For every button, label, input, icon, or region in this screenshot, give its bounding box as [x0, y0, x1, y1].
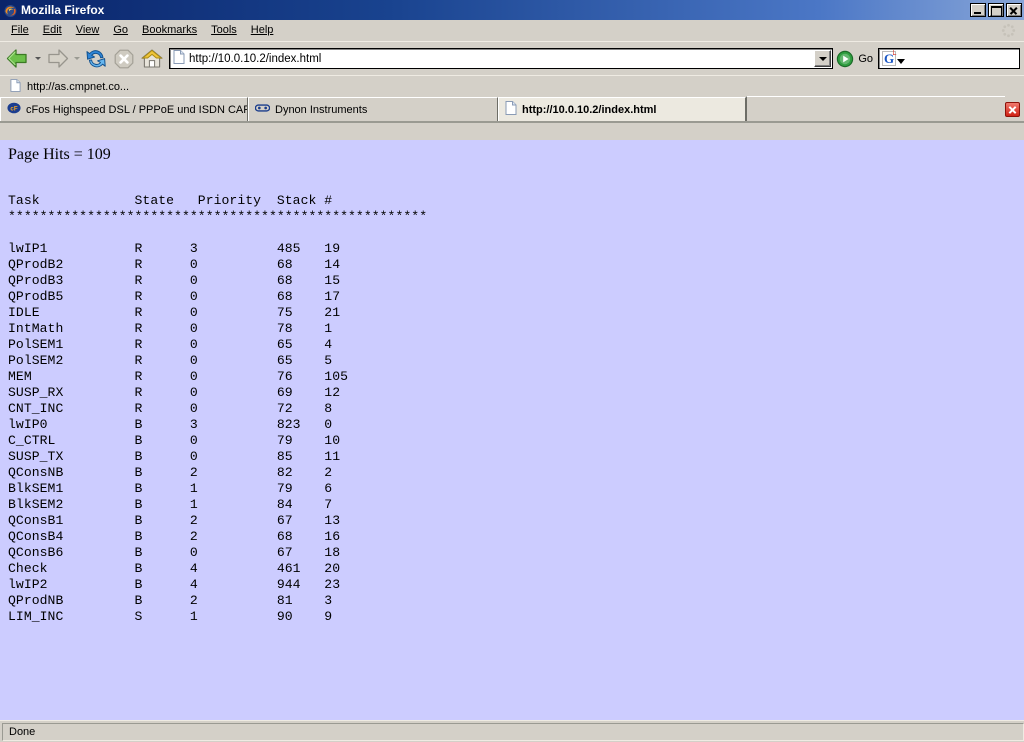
google-icon[interactable]: G └ — [882, 50, 897, 66]
bookmark-item[interactable]: http://as.cmpnet.co... — [6, 78, 133, 96]
close-tab-icon[interactable] — [1005, 102, 1020, 117]
page-hits-text: Page Hits = 109 — [8, 146, 111, 163]
tab-cfos[interactable]: cF cFos Highspeed DSL / PPPoE und ISDN C… — [0, 97, 248, 121]
tab-label: cFos Highspeed DSL / PPPoE und ISDN CAP.… — [26, 103, 248, 116]
svg-text:cF: cF — [10, 106, 17, 113]
menu-item-file[interactable]: File — [4, 22, 36, 39]
menu-item-edit[interactable]: Edit — [36, 22, 69, 39]
search-input[interactable]: G └ — [878, 48, 1020, 69]
menu-item-view[interactable]: View — [69, 22, 107, 39]
bookmarks-toolbar: http://as.cmpnet.co... — [0, 75, 1024, 97]
tab-index-html[interactable]: http://10.0.10.2/index.html — [498, 97, 746, 121]
menu-item-go[interactable]: Go — [106, 22, 135, 39]
menu-label-file: File — [11, 23, 29, 36]
forward-button[interactable] — [43, 45, 71, 73]
menu-bar: File Edit View Go Bookmarks Tools Help — [0, 20, 1024, 41]
search-dropdown-icon[interactable] — [897, 59, 906, 64]
tab-label: Dynon Instruments — [275, 103, 368, 116]
title-bar: Mozilla Firefox — [0, 0, 1024, 20]
bookmark-label: http://as.cmpnet.co... — [27, 80, 130, 93]
tab-bar: cF cFos Highspeed DSL / PPPoE und ISDN C… — [0, 96, 1024, 123]
minimize-button[interactable] — [970, 3, 986, 17]
page-icon — [173, 50, 185, 67]
tab-dynon[interactable]: Dynon Instruments — [248, 97, 498, 121]
close-icon[interactable] — [1006, 3, 1022, 17]
menu-item-help[interactable]: Help — [244, 22, 281, 39]
window-title: Mozilla Firefox — [21, 3, 105, 17]
maximize-button[interactable] — [988, 3, 1004, 17]
stop-button — [110, 45, 138, 73]
back-button[interactable] — [4, 45, 32, 73]
go-label: Go — [858, 52, 873, 65]
menu-label-go: Go — [113, 23, 129, 36]
menu-label-help: Help — [250, 23, 274, 36]
back-dropdown-icon[interactable] — [32, 45, 43, 73]
task-table-pre: Task State Priority Stack # ************… — [8, 193, 428, 625]
page-content: Page Hits = 109 Task State Priority Stac… — [0, 140, 1024, 720]
menu-label-tools: Tools — [211, 23, 237, 36]
dynon-icon — [254, 102, 271, 117]
menu-label-edit: Edit — [42, 23, 62, 36]
page-icon — [505, 101, 517, 118]
status-text: Done — [2, 722, 1024, 741]
menu-item-bookmarks[interactable]: Bookmarks — [135, 22, 204, 39]
firefox-icon — [3, 3, 18, 18]
url-bar[interactable]: http://10.0.10.2/index.html — [169, 48, 834, 69]
page-icon — [10, 78, 21, 95]
cfos-icon: cF — [7, 101, 21, 118]
tab-strip-filler — [746, 96, 1005, 121]
status-bar: Done — [0, 720, 1024, 742]
url-text[interactable]: http://10.0.10.2/index.html — [189, 52, 322, 65]
tab-label: http://10.0.10.2/index.html — [522, 103, 657, 116]
url-dropdown-icon[interactable] — [814, 50, 832, 67]
go-button[interactable] — [833, 50, 857, 68]
throbber-icon — [1001, 23, 1016, 38]
window-controls — [970, 3, 1022, 17]
menu-label-view: View — [75, 23, 100, 36]
navigation-toolbar: http://10.0.10.2/index.html Go G └ — [0, 41, 1024, 75]
menu-label-bookmarks: Bookmarks — [142, 23, 198, 36]
home-button[interactable] — [138, 45, 166, 73]
forward-dropdown-icon[interactable] — [71, 45, 82, 73]
reload-button[interactable] — [82, 45, 110, 73]
menu-item-tools[interactable]: Tools — [204, 22, 244, 39]
